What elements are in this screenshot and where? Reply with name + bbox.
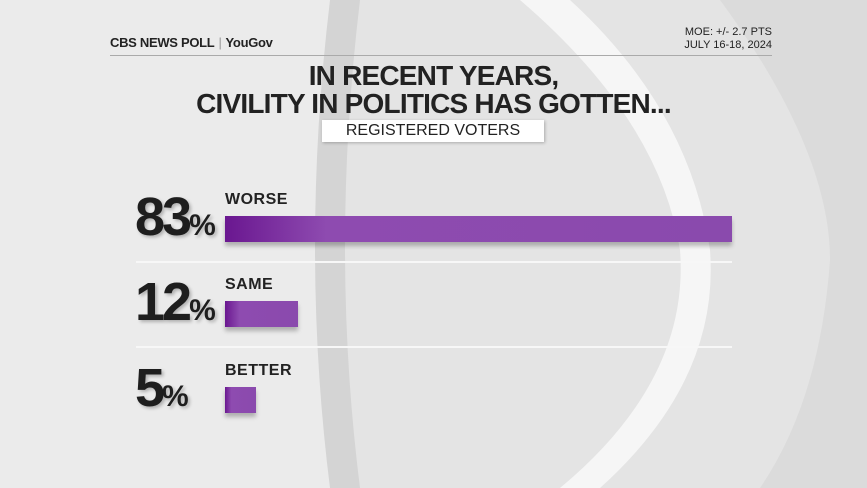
- cbs-news-poll-logo: CBS NEWS POLL: [110, 35, 215, 50]
- row-divider: [136, 346, 732, 348]
- bar-worse: [225, 216, 732, 242]
- category-label-worse: WORSE: [225, 191, 288, 208]
- row-divider: [136, 261, 732, 263]
- category-label-same: SAME: [225, 276, 274, 293]
- poll-meta: MOE: +/- 2.7 PTS JULY 16-18, 2024: [684, 26, 772, 52]
- margin-of-error: MOE: +/- 2.7 PTS: [684, 26, 772, 38]
- percent-sign: %: [189, 209, 216, 242]
- category-label-better: BETTER: [225, 362, 292, 379]
- bar-better: [225, 387, 256, 413]
- title-line-1: IN RECENT YEARS,: [308, 60, 559, 91]
- subtitle-badge: REGISTERED VOTERS: [322, 120, 544, 142]
- value-label-better: 5%: [135, 361, 189, 424]
- yougov-logo: YouGov: [225, 35, 273, 50]
- cbs-yougov-logo: CBS NEWS POLL | YouGov: [110, 35, 273, 50]
- percent-sign: %: [189, 294, 216, 327]
- percent-sign: %: [162, 380, 189, 413]
- bar-same: [225, 301, 299, 327]
- poll-dates: JULY 16-18, 2024: [684, 39, 772, 51]
- value-number: 12: [135, 272, 192, 332]
- value-number: 5: [135, 358, 165, 418]
- chart-title: IN RECENT YEARS, CIVILITY IN POLITICS HA…: [0, 62, 867, 118]
- value-label-worse: 83%: [135, 190, 216, 253]
- value-label-same: 12%: [135, 275, 216, 338]
- header-divider: [110, 55, 772, 56]
- value-number: 83: [135, 187, 192, 247]
- title-line-2: CIVILITY IN POLITICS HAS GOTTEN...: [196, 88, 672, 119]
